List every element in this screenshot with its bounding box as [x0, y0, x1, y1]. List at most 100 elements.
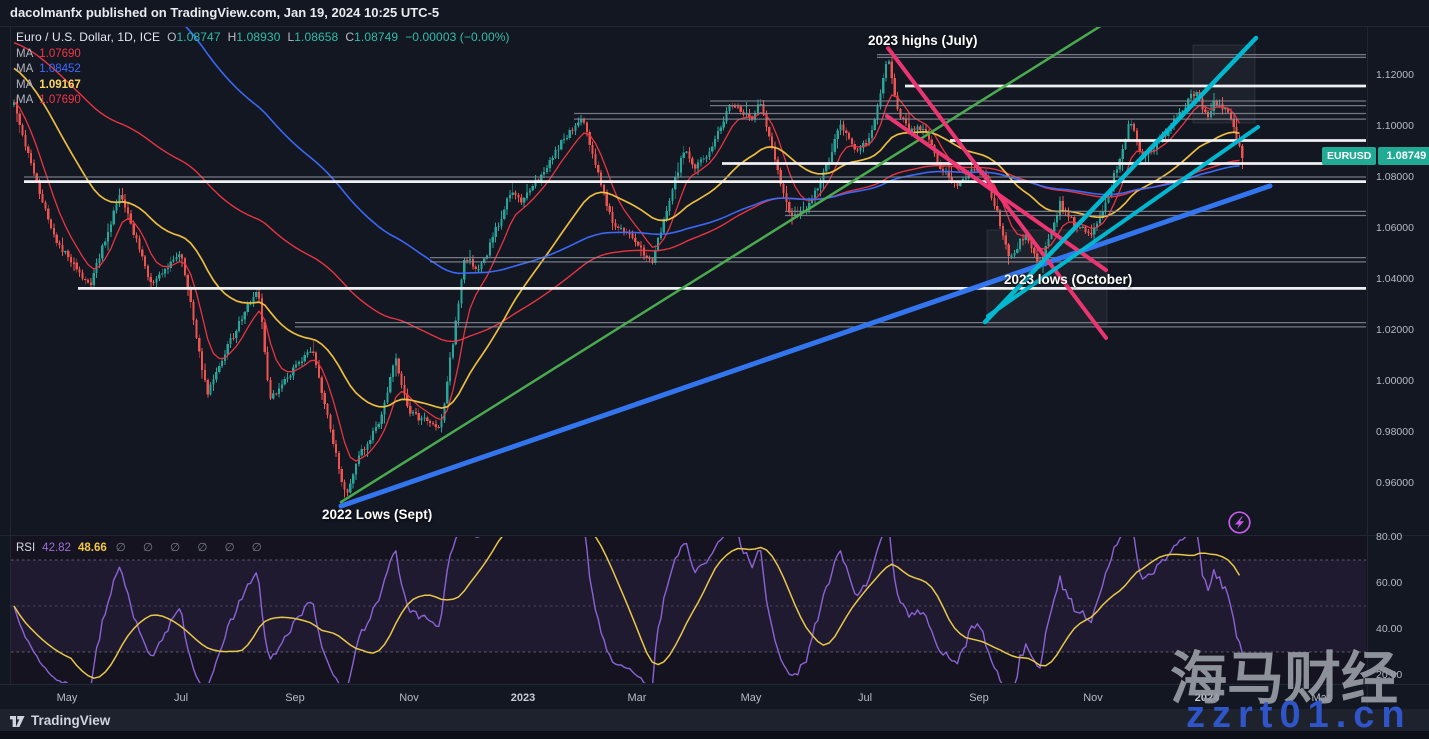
candle-body — [312, 351, 315, 353]
candle-body — [1030, 241, 1033, 248]
candle-body — [893, 78, 896, 96]
tradingview-brand[interactable]: TradingView — [31, 713, 111, 728]
candle-body — [1229, 112, 1232, 119]
candle-body — [679, 158, 682, 173]
candle-body — [756, 104, 759, 113]
candle-body — [246, 304, 249, 313]
candle-body — [226, 344, 229, 355]
candle-body — [1215, 100, 1218, 105]
time-axis[interactable]: May Jul Sep Nov 2023 Mar May Jul Sep Nov 2024 Mar — [0, 684, 1429, 709]
candle-body — [845, 130, 848, 133]
candle-body — [947, 170, 950, 178]
candle-body — [816, 188, 819, 191]
annotation-2022-lows[interactable]: 2022 Lows (Sept) — [322, 507, 433, 522]
high-label: H — [227, 30, 237, 44]
candle-body — [791, 212, 794, 215]
candle-body — [545, 168, 549, 173]
candle-body — [1090, 232, 1093, 235]
candle-body — [1050, 231, 1053, 239]
footer-band — [0, 709, 1429, 731]
candle-body — [762, 104, 765, 115]
ma-row-3[interactable]: MA 1.09167 — [16, 79, 510, 91]
candle-body — [189, 288, 192, 302]
candle-body — [323, 392, 326, 404]
candle-body — [138, 238, 141, 250]
candle-body — [392, 365, 395, 377]
candle-body — [605, 192, 608, 206]
candle-body — [1021, 239, 1024, 241]
candle-body — [1019, 239, 1022, 250]
candle-body — [58, 242, 61, 246]
candle-body — [1078, 227, 1081, 229]
candle-body — [711, 146, 714, 152]
candle-body — [582, 118, 586, 123]
candle-body — [212, 379, 215, 385]
pane-divider — [0, 535, 1429, 536]
candle-body — [277, 388, 281, 394]
candle-body — [551, 158, 554, 160]
candle-body — [1152, 149, 1156, 152]
candle-body — [768, 126, 771, 137]
candle-body — [751, 116, 754, 120]
candle-body — [736, 106, 739, 108]
candle-body — [725, 110, 728, 122]
candle-body — [887, 61, 891, 64]
candle-body — [528, 190, 531, 193]
candle-body — [280, 384, 283, 389]
candle-body — [585, 122, 588, 132]
candle-body — [1016, 249, 1019, 253]
candle-body — [565, 138, 568, 140]
annotation-2023-highs[interactable]: 2023 highs (July) — [868, 33, 978, 48]
candle-body — [907, 123, 910, 133]
candle-body — [383, 402, 386, 415]
candle-body — [340, 469, 343, 482]
candle-body — [50, 219, 53, 229]
candle-body — [124, 199, 127, 208]
ma-row-1[interactable]: MA 1.07690 — [16, 48, 510, 60]
candle-body — [32, 162, 36, 174]
candle-body — [1187, 98, 1190, 108]
tradingview-logo-icon[interactable] — [10, 716, 28, 728]
candle-body — [106, 232, 110, 242]
candle-body — [306, 351, 309, 355]
candle-body — [38, 180, 41, 195]
candle-body — [263, 321, 266, 352]
candle-body — [694, 164, 697, 169]
candle-body — [830, 151, 834, 163]
candle-body — [1192, 93, 1195, 96]
candle-body — [859, 147, 862, 151]
candle-body — [714, 139, 717, 147]
byline: dacolmanfx published on TradingView.com,… — [10, 5, 440, 20]
candle-body — [705, 157, 708, 159]
candle-body — [654, 249, 657, 264]
ma-row-4[interactable]: MA 1.07690 — [16, 94, 510, 106]
candle-body — [198, 337, 201, 352]
candle-body — [879, 93, 882, 107]
rsi-title: RSI — [16, 542, 36, 554]
candle-body — [759, 104, 762, 106]
candle-body — [1195, 92, 1198, 96]
annotation-2023-lows[interactable]: 2023 lows (October) — [1004, 272, 1133, 287]
candle-body — [793, 213, 796, 216]
candle-body — [104, 241, 107, 246]
candle-body — [905, 118, 908, 124]
boost-flash-icon[interactable] — [1227, 510, 1252, 535]
candle-body — [238, 320, 241, 332]
candle-body — [1130, 124, 1133, 126]
candle-body — [825, 164, 828, 172]
candle-body — [317, 365, 321, 378]
rsi-legend[interactable]: RSI 42.82 48.66 ∅ ∅ ∅ ∅ ∅ ∅ — [16, 540, 269, 554]
candle-body — [508, 195, 511, 199]
candle-body — [329, 415, 332, 430]
candle-body — [220, 361, 224, 367]
candle-body — [924, 129, 928, 132]
ma-row-2[interactable]: MA 1.08452 — [16, 63, 510, 75]
uptrend-from-oct-lows-teal-lower — [986, 125, 1260, 318]
candle-body — [89, 282, 92, 285]
candle-body — [560, 140, 563, 150]
candle-body — [665, 210, 668, 219]
candle-body — [525, 192, 529, 199]
candle-body — [354, 464, 358, 475]
symbol-row[interactable]: Euro / U.S. Dollar, 1D, ICE O1.08747 H1.08… — [16, 30, 510, 44]
